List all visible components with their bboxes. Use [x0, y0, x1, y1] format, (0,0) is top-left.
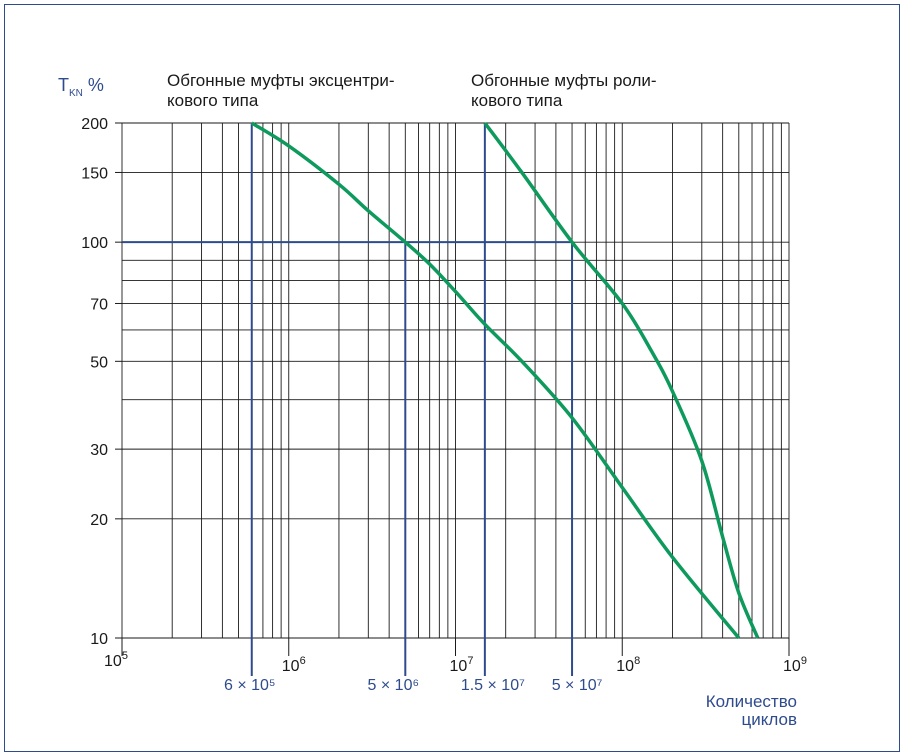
y-tick-label: 10: [90, 631, 108, 648]
y-tick-label: 50: [90, 354, 108, 371]
y-tick-label: 20: [90, 512, 108, 529]
series-line-roller: [483, 121, 760, 639]
x-axis-label: Количество: [706, 692, 797, 711]
x-tick-label: 106: [282, 655, 306, 675]
data-series: [250, 121, 760, 640]
y-tick-label: 150: [81, 165, 108, 182]
x-axis-label: циклов: [742, 710, 797, 729]
x-tick-label: 108: [616, 655, 640, 675]
reference-lines: [122, 123, 574, 676]
reference-value-label: 6 × 10⁵: [224, 677, 276, 694]
y-tick-label: 70: [90, 296, 108, 313]
x-tick-label: 105: [104, 650, 128, 670]
y-tick-label: 100: [81, 235, 108, 252]
y-tick-label: 200: [81, 116, 108, 133]
x-tick-label: 109: [783, 655, 807, 675]
series-label-eccentric: кового типа: [167, 91, 259, 110]
x-tick-label: 107: [450, 655, 474, 675]
reference-value-label: 1.5 × 10⁷: [461, 677, 525, 694]
series-label-roller: Обгонные муфты роли-: [471, 71, 657, 90]
series-label-roller: кового типа: [471, 91, 563, 110]
y-tick-label: 30: [90, 442, 108, 459]
reference-value-label: 5 × 10⁷: [552, 677, 603, 694]
series-line-eccentric: [250, 121, 741, 640]
y-axis-label: TKN%: [58, 75, 104, 99]
reference-value-label: 5 × 10⁶: [368, 677, 420, 694]
series-label-eccentric: Обгонные муфты эксцентри-: [167, 71, 395, 90]
chart-frame: [4, 4, 900, 752]
labels: 200 150 100 70 50 30 20 10 105 106 107 108 109 6 × 10…: [58, 71, 807, 729]
